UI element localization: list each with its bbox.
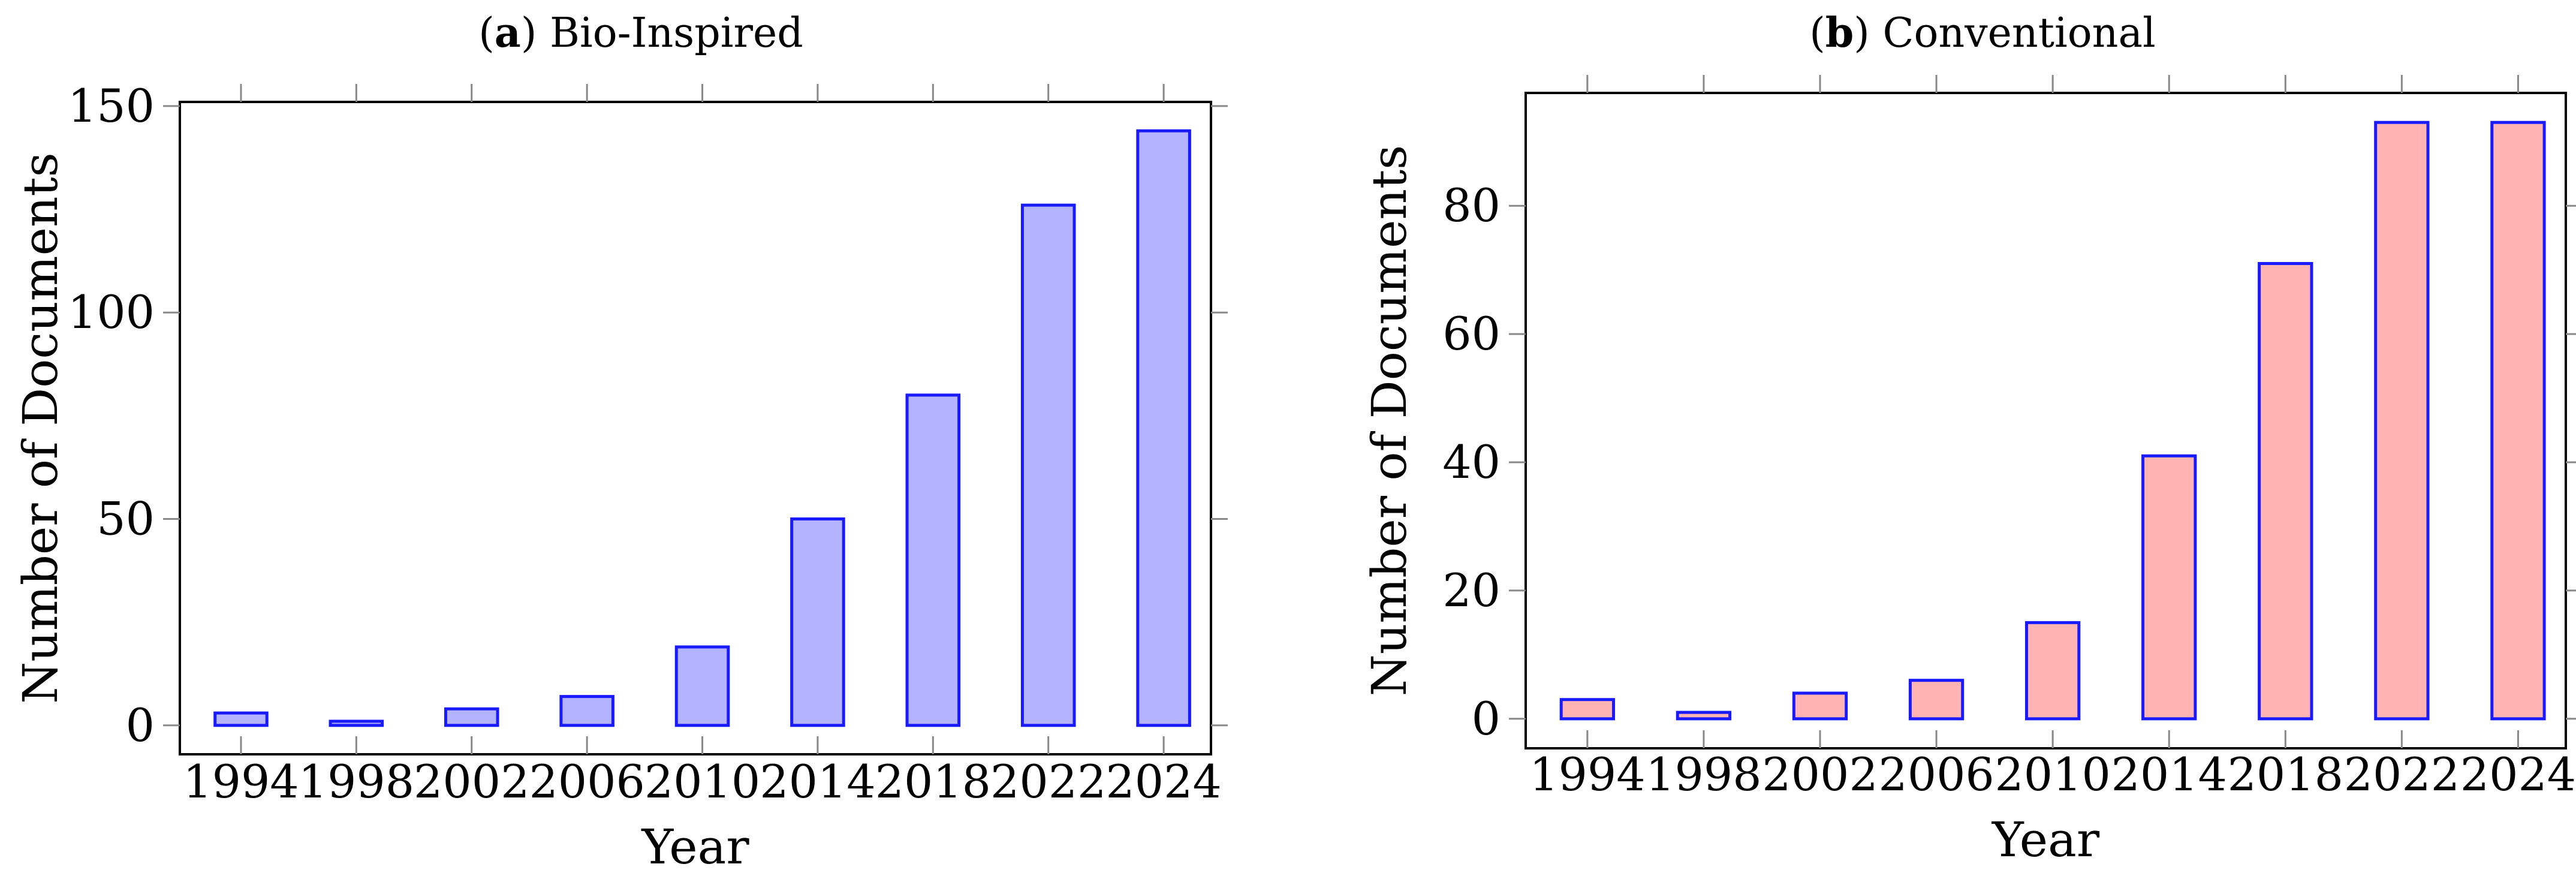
y-tick-label: 150 — [68, 79, 155, 133]
bar-2022 — [2374, 121, 2430, 721]
y-tick-label: 50 — [97, 492, 155, 545]
x-tick-label: 2024 — [1105, 755, 1221, 808]
y-tick-label: 80 — [1442, 179, 1501, 232]
panel-title: (a) Bio-Inspired — [478, 9, 803, 57]
x-axis-label: Year — [641, 819, 749, 875]
x-axis-label: Year — [1991, 812, 2100, 868]
bar-2024 — [2490, 121, 2546, 721]
bar-2022 — [1020, 203, 1076, 727]
x-tick-label: 2014 — [760, 755, 875, 808]
plot-frame — [1524, 92, 2567, 749]
chart-title: Conventional — [1882, 10, 2155, 57]
y-tick-label: 20 — [1442, 564, 1501, 617]
chart-title: Bio-Inspired — [550, 10, 803, 57]
y-tick-label: 40 — [1442, 435, 1501, 489]
y-tick-label: 0 — [1472, 692, 1501, 745]
bar-2006 — [1908, 679, 1965, 721]
x-tick-label: 2002 — [414, 755, 529, 808]
y-axis-label: Number of Documents — [13, 152, 68, 703]
bar-2010 — [674, 645, 730, 727]
x-tick-label: 2006 — [1878, 748, 1994, 801]
panel-conventional: (b) Conventional 1994 1998 2002 2006 2010 201… — [1361, 9, 2576, 868]
bar-2024 — [1136, 129, 1191, 727]
y-tick-label: 60 — [1442, 307, 1501, 360]
bar-1998 — [1676, 711, 1732, 721]
y-axis-label: Number of Documents — [1361, 145, 1417, 696]
y-tick-label: 100 — [68, 285, 155, 339]
x-tick-label: 2002 — [1762, 748, 1878, 801]
y-tick-label: 0 — [126, 699, 155, 752]
x-tick-label: 1998 — [299, 755, 414, 808]
panel-title: (b) Conventional — [1809, 9, 2156, 57]
bar-2018 — [905, 393, 961, 727]
x-tick-label: 2018 — [2228, 748, 2343, 801]
panel-bio-inspired: (a) Bio-Inspired 19941998200220062010201… — [13, 9, 1228, 875]
x-tick-label: 2010 — [644, 755, 760, 808]
x-tick-label: 2024 — [2460, 748, 2576, 801]
bar-2006 — [559, 695, 614, 727]
bar-2010 — [2024, 621, 2081, 721]
bar-2002 — [1792, 691, 1848, 721]
panel-letter: b — [1825, 9, 1854, 57]
bar-2014 — [790, 517, 845, 727]
x-tick-label: 2010 — [1994, 748, 2110, 801]
bar-1994 — [1559, 698, 1616, 721]
x-tick-label: 2022 — [2344, 748, 2460, 801]
bar-1994 — [213, 711, 269, 727]
plot-frame — [179, 101, 1212, 755]
x-tick-label: 2022 — [990, 755, 1106, 808]
x-tick-label: 1994 — [183, 755, 299, 808]
x-tick-label: 2018 — [875, 755, 991, 808]
bar-2018 — [2258, 261, 2313, 721]
bar-2002 — [444, 707, 499, 727]
x-tick-label: 1994 — [1529, 748, 1645, 801]
x-tick-label: 2006 — [529, 755, 644, 808]
x-tick-label: 2014 — [2111, 748, 2227, 801]
panel-letter: a — [495, 9, 521, 57]
x-tick-label: 1998 — [1646, 748, 1761, 801]
bar-2014 — [2141, 454, 2197, 721]
bar-1998 — [329, 720, 384, 727]
